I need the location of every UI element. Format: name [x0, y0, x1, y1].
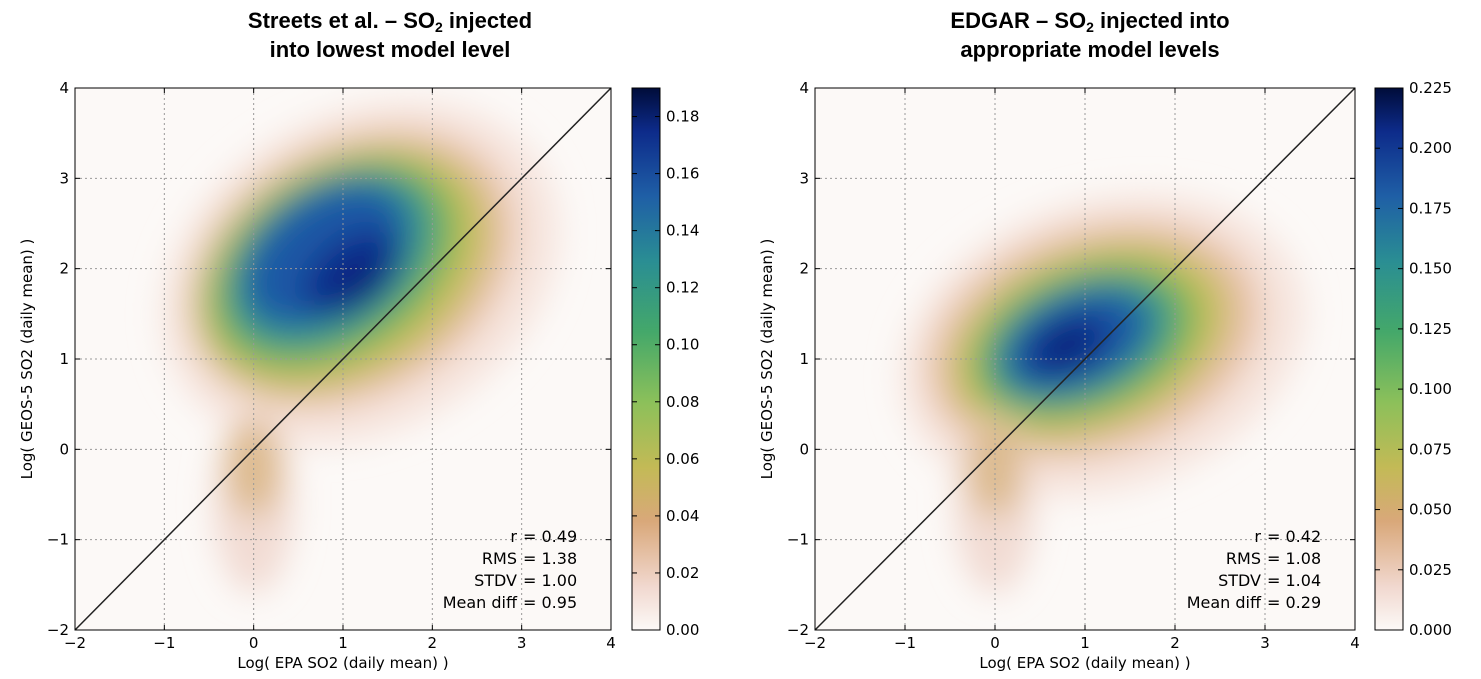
colorbar-tick-label: 0.14 [666, 222, 699, 240]
x-tick-label: 0 [990, 634, 1000, 652]
y-tick-label: −1 [787, 531, 809, 549]
density-contour [303, 229, 401, 317]
stat-label: Mean diff [443, 593, 518, 612]
colorbar-tick-label: 0.150 [1409, 260, 1452, 278]
stat-label: r [510, 527, 517, 546]
stat-label: r [1254, 527, 1261, 546]
colorbar-tick-label: 0.125 [1409, 320, 1452, 338]
x-tick-label: 4 [1350, 634, 1360, 652]
y-tick-label: 1 [59, 350, 69, 368]
y-tick-label: 2 [799, 260, 809, 278]
colorbar-tick-label: 0.00 [666, 621, 699, 639]
x-tick-label: 2 [1170, 634, 1180, 652]
colorbar-tick-label: 0.100 [1409, 380, 1452, 398]
density-contour [1056, 337, 1078, 354]
y-tick-label: 3 [799, 169, 809, 187]
stat-label: STDV [1218, 571, 1261, 590]
x-tick-label: 3 [1260, 634, 1270, 652]
x-tick-label: 3 [517, 634, 527, 652]
stat-value: = 0.49 [523, 527, 577, 546]
x-tick-label: −2 [804, 634, 826, 652]
stat-value: = 0.29 [1267, 593, 1321, 612]
colorbar-tick-label: 0.075 [1409, 440, 1452, 458]
y-tick-label: −2 [787, 621, 809, 639]
stat-value: = 0.42 [1267, 527, 1321, 546]
chart-panel-streets: Streets et al. – SO2 injected into lowes… [0, 0, 740, 679]
density-plot: −2 −1 0 1 2 3 4 −2 −1 0 1 2 3 4 Log( EPA SO2 (daily me… [758, 79, 1452, 672]
stat-value: = 0.95 [523, 593, 577, 612]
colorbar-tick-label: 0.08 [666, 393, 699, 411]
stat-label: Mean diff [1187, 593, 1262, 612]
chart-panel-edgar: EDGAR – SO2 injected into appropriate mo… [740, 0, 1481, 679]
stat-label: STDV [474, 571, 517, 590]
colorbar-tick-label: 0.025 [1409, 561, 1452, 579]
stat-value: = 1.08 [1267, 549, 1321, 568]
x-axis-label: Log( EPA SO2 (daily mean) ) [237, 654, 448, 672]
colorbar-tick-label: 0.200 [1409, 139, 1452, 157]
stat-value: = 1.38 [523, 549, 577, 568]
colorbar [1374, 87, 1404, 631]
colorbar-tick-label: 0.10 [666, 336, 699, 354]
x-tick-label: −1 [153, 634, 175, 652]
x-tick-label: −2 [64, 634, 86, 652]
colorbar-tick-label: 0.000 [1409, 621, 1452, 639]
x-axis-label: Log( EPA SO2 (daily mean) ) [979, 654, 1190, 672]
y-tick-label: 2 [59, 260, 69, 278]
x-tick-label: −1 [894, 634, 916, 652]
y-tick-label: 4 [59, 79, 69, 97]
density-plot: −2 −1 0 1 2 3 4 −2 −1 0 1 2 3 4 Log( EPA SO2 (daily me… [18, 79, 699, 672]
y-tick-label: 0 [59, 440, 69, 458]
colorbar-tick-label: 0.050 [1409, 501, 1452, 519]
x-tick-label: 4 [606, 634, 616, 652]
colorbar-tick-label: 0.06 [666, 450, 699, 468]
density-field [901, 193, 1305, 594]
y-tick-label: 1 [799, 350, 809, 368]
stat-label: RMS [482, 549, 517, 568]
colorbar-tick-label: 0.225 [1409, 79, 1452, 97]
stat-label: RMS [1226, 549, 1261, 568]
colorbar-tick-label: 0.16 [666, 165, 699, 183]
y-tick-label: 4 [799, 79, 809, 97]
colorbar-tick-label: 0.04 [666, 507, 699, 525]
stat-value: = 1.00 [523, 571, 577, 590]
density-contour [350, 272, 372, 292]
x-tick-label: 1 [338, 634, 348, 652]
y-tick-label: −1 [47, 531, 69, 549]
colorbar [631, 87, 661, 631]
chart-title: EDGAR – SO2 injected into appropriate mo… [950, 8, 1230, 62]
stat-value: = 1.04 [1267, 571, 1321, 590]
density-tail [968, 417, 1022, 518]
y-axis-label: Log( GEOS-5 SO2 (daily mean) ) [758, 239, 776, 480]
y-tick-label: −2 [47, 621, 69, 639]
y-axis-label: Log( GEOS-5 SO2 (daily mean) ) [18, 239, 36, 480]
x-tick-label: 0 [249, 634, 259, 652]
y-tick-label: 3 [59, 169, 69, 187]
chart-title: Streets et al. – SO2 injected into lowes… [247, 8, 533, 62]
y-tick-label: 0 [799, 440, 809, 458]
one-to-one-line [814, 87, 1356, 631]
one-to-one-line [74, 87, 612, 631]
colorbar-tick-label: 0.02 [666, 564, 699, 582]
x-tick-label: 2 [428, 634, 438, 652]
colorbar-tick-label: 0.12 [666, 279, 699, 297]
x-tick-label: 1 [1080, 634, 1090, 652]
colorbar-tick-label: 0.175 [1409, 199, 1452, 217]
density-tail [226, 417, 281, 518]
colorbar-tick-label: 0.18 [666, 108, 699, 126]
